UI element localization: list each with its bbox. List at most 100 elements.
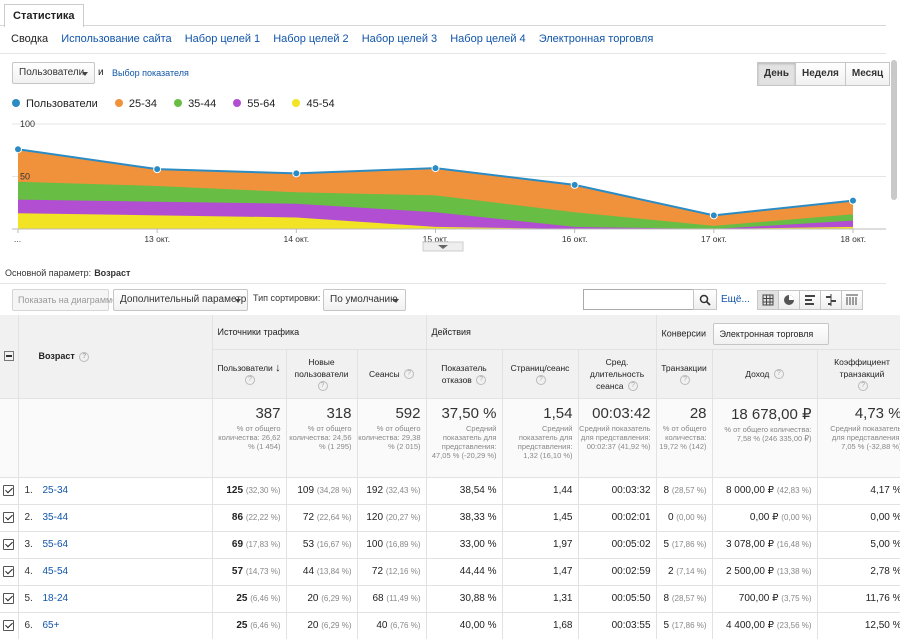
help-icon[interactable]: ?	[680, 375, 691, 386]
col-header-transactions[interactable]: Транзакции?	[656, 349, 713, 399]
legend-item[interactable]: 25-34	[114, 98, 157, 110]
col-header-label: Пользователи	[217, 362, 273, 373]
col-header-avg-session-duration[interactable]: Сред. длительность сеанса ?	[578, 349, 657, 399]
totals-spacer	[18, 398, 213, 478]
conversion-rate-cell: 2,78 %	[817, 558, 900, 586]
subnav-goal-set-2[interactable]: Набор целей 2	[273, 33, 349, 45]
users-point	[292, 169, 301, 178]
month-button[interactable]: Месяц	[844, 62, 891, 86]
total-value: 4,73 %	[854, 404, 900, 422]
age-link[interactable]: 18-24	[42, 593, 69, 604]
transactions-value: 8	[663, 485, 670, 496]
sort-down-icon: ↓	[275, 361, 281, 374]
age-link[interactable]: 65+	[42, 620, 60, 631]
legend-dot	[174, 99, 183, 107]
select-metric-link[interactable]: Выбор показателя	[112, 68, 189, 78]
users-percent: (14,73 %)	[245, 567, 281, 576]
row-checkbox[interactable]	[3, 619, 15, 631]
transactions-percent: (28,57 %)	[671, 486, 707, 495]
help-icon[interactable]: ?	[245, 375, 255, 386]
col-header-pages-per-session[interactable]: Страниц/сеанс?	[502, 349, 579, 399]
scrollbar-thumb[interactable]	[891, 60, 897, 200]
duration-cell: 00:03:55	[578, 612, 657, 639]
bounce-cell: 38,33 %	[426, 504, 503, 532]
pivot-view-button[interactable]	[841, 290, 863, 310]
age-link[interactable]: 25-34	[42, 485, 69, 496]
col-header-label: Сеансы	[368, 368, 400, 379]
row-checkbox[interactable]	[3, 511, 15, 523]
select-all-checkbox[interactable]	[3, 351, 14, 362]
users-percent: (6,46 %)	[250, 594, 281, 603]
performance-view-button[interactable]	[799, 290, 821, 310]
subnav-summary[interactable]: Сводка	[11, 33, 49, 45]
subnav-goal-set-3[interactable]: Набор целей 3	[361, 33, 438, 45]
comparison-view-button[interactable]	[820, 290, 842, 310]
select-all-cell	[0, 315, 19, 399]
table-view-button[interactable]	[757, 290, 779, 310]
day-button[interactable]: День	[757, 62, 796, 86]
legend-item[interactable]: Пользователи	[12, 98, 98, 110]
total-transactions: 28% от общего количества: 19,72 % (142)	[656, 398, 713, 478]
row-checkbox[interactable]	[3, 592, 15, 604]
age-link[interactable]: 45-54	[42, 566, 69, 577]
col-header-conversion-rate[interactable]: Коэффициент транзакций?	[817, 349, 900, 399]
row-checkbox[interactable]	[3, 484, 15, 496]
dimension-cell: 5. 18-24	[18, 585, 213, 613]
search-input[interactable]	[583, 289, 694, 310]
row-checkbox[interactable]	[3, 538, 15, 550]
search-button[interactable]	[693, 289, 717, 310]
advanced-filter-link[interactable]: Ещё...	[721, 294, 750, 305]
sessions-cell: 120 (20,27 %)	[357, 504, 427, 532]
pie-view-button[interactable]	[778, 290, 800, 310]
users-value: 57	[231, 566, 244, 577]
new-users-percent: (22,64 %)	[316, 513, 352, 522]
row-number: 3.	[24, 539, 33, 550]
help-icon[interactable]: ?	[476, 375, 487, 386]
help-icon[interactable]: ?	[317, 381, 328, 392]
dimension-header[interactable]: Возраст ?	[18, 315, 213, 399]
col-header-bounce-rate[interactable]: Показатель отказов ?	[426, 349, 503, 399]
subnav-ecommerce[interactable]: Электронная торговля	[538, 33, 654, 45]
col-header-users[interactable]: Пользователи ↓?	[212, 349, 287, 399]
bounce-cell: 44,44 %	[426, 558, 503, 586]
help-icon[interactable]: ?	[773, 369, 784, 380]
legend-item[interactable]: 35-44	[174, 98, 216, 110]
tab-statistics[interactable]: Статистика	[4, 4, 84, 27]
secondary-dimension-select[interactable]: Дополнительный параметр	[113, 289, 248, 311]
pages-cell: 1,68	[502, 612, 579, 639]
help-icon[interactable]: ?	[536, 375, 546, 386]
plot-rows-button[interactable]: Показать на диаграмме	[12, 289, 117, 311]
metric-select-value: Пользователи	[19, 67, 85, 78]
conversion-type-select[interactable]: Электронная торговля	[712, 322, 829, 345]
help-icon[interactable]: ?	[79, 351, 90, 362]
legend-item[interactable]: 45-54	[292, 98, 335, 110]
primary-dimension-value[interactable]: Возраст	[94, 268, 131, 278]
pages-cell: 1,47	[502, 558, 579, 586]
pages-cell: 1,97	[502, 531, 579, 559]
help-icon[interactable]: ?	[627, 381, 638, 392]
subnav-goal-set-1[interactable]: Набор целей 1	[184, 33, 261, 45]
age-link[interactable]: 55-64	[42, 539, 69, 550]
sort-type-select[interactable]: По умолчанию	[323, 289, 406, 311]
col-header-sessions[interactable]: Сеансы ?	[357, 349, 427, 399]
help-icon[interactable]: ?	[858, 381, 869, 392]
row-checkbox[interactable]	[3, 565, 15, 577]
legend-item[interactable]: 55-64	[233, 98, 275, 110]
revenue-cell: 3 078,00 ₽ (16,48 %)	[712, 531, 818, 559]
age-link[interactable]: 35-44	[42, 512, 69, 523]
help-icon[interactable]: ?	[404, 369, 415, 380]
subnav-goal-set-4[interactable]: Набор целей 4	[450, 33, 526, 45]
conversion-rate-cell: 5,00 %	[817, 531, 900, 559]
col-header-new-users[interactable]: Новые пользователи?	[286, 349, 358, 399]
sessions-percent: (16,89 %)	[385, 540, 421, 549]
col-header-revenue[interactable]: Доход ?	[712, 349, 818, 399]
metric-select[interactable]: Пользователи	[12, 62, 95, 84]
week-button[interactable]: Неделя	[795, 62, 846, 86]
sessions-percent: (32,43 %)	[385, 486, 421, 495]
new-users-value: 20	[307, 593, 319, 604]
y-tick-label: 50	[20, 172, 30, 182]
row-number: 1.	[24, 485, 33, 496]
total-pages-per-session: 1,54 Средний показатель для представления…	[502, 398, 579, 478]
scrollbar[interactable]	[886, 0, 900, 200]
subnav-site-usage[interactable]: Использование сайта	[61, 33, 172, 45]
